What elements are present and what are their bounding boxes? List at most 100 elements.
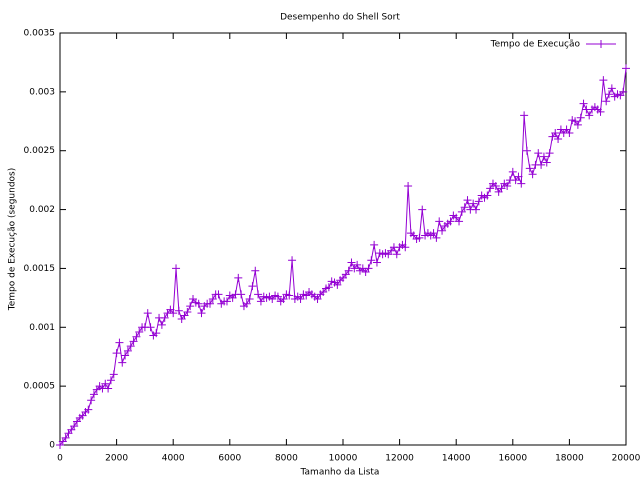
marker	[109, 370, 118, 379]
y-tick-label: 0	[49, 441, 55, 451]
marker	[483, 191, 492, 200]
marker	[508, 167, 517, 176]
marker	[429, 229, 438, 238]
marker	[245, 295, 254, 304]
marker	[208, 295, 217, 304]
marker	[457, 207, 466, 216]
marker	[118, 358, 127, 367]
chart-title: Desempenho do Shell Sort	[280, 13, 400, 23]
marker	[333, 280, 342, 289]
marker	[61, 433, 70, 442]
marker	[596, 107, 605, 116]
marker	[435, 217, 444, 226]
marker	[344, 266, 353, 275]
marker	[579, 99, 588, 108]
marker	[469, 199, 478, 208]
marker	[87, 396, 96, 405]
y-tick-label: 0.0035	[24, 29, 56, 39]
marker	[160, 313, 169, 322]
marker	[129, 337, 138, 346]
marker	[520, 111, 529, 120]
marker	[404, 182, 413, 191]
y-tick-label: 0.0025	[24, 146, 56, 156]
marker	[401, 243, 410, 252]
marker	[285, 291, 294, 300]
marker	[460, 203, 469, 212]
marker	[174, 306, 183, 315]
marker	[242, 299, 251, 308]
y-tick-label: 0.002	[29, 205, 55, 215]
marker	[121, 351, 130, 360]
marker	[528, 170, 537, 179]
marker	[288, 256, 297, 265]
marker	[194, 299, 203, 308]
x-tick-label: 6000	[218, 454, 241, 464]
y-tick-label: 0.001	[29, 323, 55, 333]
x-tick-label: 20000	[612, 454, 640, 464]
marker	[115, 338, 124, 347]
marker	[256, 297, 265, 306]
marker	[146, 323, 155, 332]
marker	[605, 90, 614, 99]
marker	[619, 87, 628, 96]
x-tick-label: 12000	[385, 454, 414, 464]
marker	[234, 273, 243, 282]
x-tick-label: 4000	[162, 454, 185, 464]
y-tick-label: 0.0015	[24, 264, 56, 274]
marker	[418, 205, 427, 214]
marker	[197, 309, 206, 318]
marker	[172, 264, 181, 273]
legend-label: Tempo de Execução	[490, 40, 581, 50]
marker	[607, 84, 616, 93]
marker	[251, 266, 260, 275]
marker	[525, 164, 534, 173]
marker	[347, 258, 356, 267]
marker	[438, 226, 447, 235]
x-tick-label: 8000	[275, 454, 298, 464]
marker	[514, 172, 523, 181]
marker	[313, 295, 322, 304]
marker	[157, 320, 166, 329]
marker	[554, 134, 563, 143]
x-tick-label: 0	[57, 454, 63, 464]
marker	[551, 129, 560, 138]
marker	[112, 349, 121, 358]
marker	[222, 297, 231, 306]
marker	[503, 182, 512, 191]
marker	[364, 264, 373, 273]
marker	[279, 295, 288, 304]
marker	[446, 217, 455, 226]
marker	[415, 233, 424, 242]
marker	[152, 329, 161, 338]
marker	[491, 182, 500, 191]
marker	[106, 376, 115, 385]
x-tick-label: 10000	[329, 454, 358, 464]
marker	[254, 290, 263, 299]
x-axis-label: Tamanho da Lista	[300, 468, 380, 478]
marker	[573, 120, 582, 129]
marker	[522, 146, 531, 155]
marker	[205, 299, 214, 308]
marker	[273, 292, 282, 301]
marker	[622, 64, 630, 73]
legend-marker	[597, 40, 605, 48]
marker	[324, 283, 333, 292]
marker	[472, 205, 481, 214]
marker	[392, 250, 401, 259]
marker	[296, 295, 305, 304]
marker	[126, 342, 135, 351]
marker	[70, 422, 79, 431]
marker	[517, 179, 526, 188]
y-tick-label: 0.003	[29, 87, 55, 97]
marker	[486, 184, 495, 193]
marker	[602, 97, 611, 106]
marker	[463, 196, 472, 205]
y-axis-label: Tempo de Execução (segundos)	[8, 168, 18, 312]
marker	[132, 332, 141, 341]
marker	[123, 346, 132, 355]
marker	[135, 327, 144, 336]
y-tick-label: 0.0005	[24, 382, 56, 392]
marker	[370, 240, 379, 249]
